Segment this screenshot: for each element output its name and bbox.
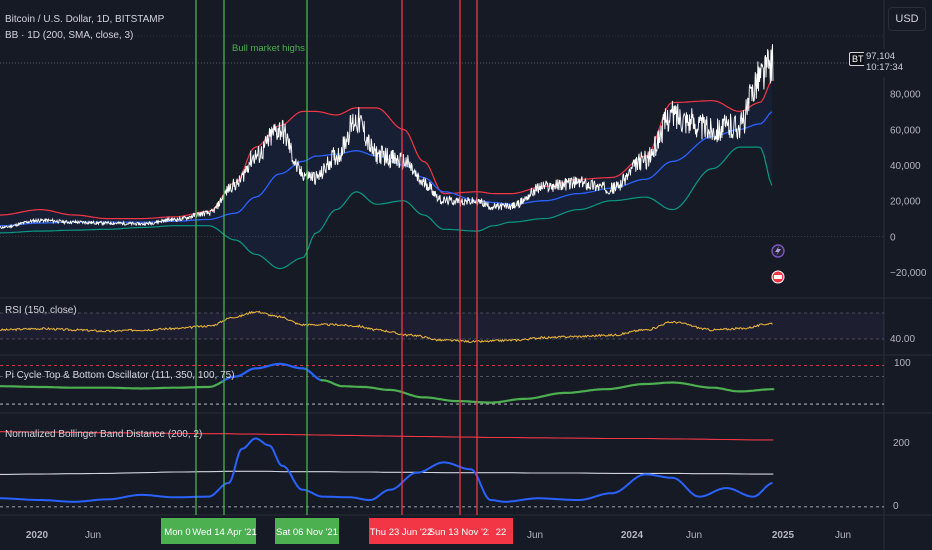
date-label-text-6: 22 — [496, 527, 507, 538]
currency-button[interactable]: USD — [888, 7, 926, 31]
time-axis-tick-3: Jun — [527, 530, 543, 541]
rsi-axis-tick: 40.00 — [890, 334, 915, 345]
date-label-text-3: Sat 06 Nov '21 — [276, 527, 338, 538]
date-label-box-2 — [193, 518, 256, 544]
pi-pane-title: Pi Cycle Top & Bottom Oscillator (111, 3… — [5, 370, 235, 381]
price-axis-tick-4: 20,000 — [890, 197, 921, 208]
chart-title: Bitcoin / U.S. Dollar, 1D, BITSTAMP — [5, 14, 165, 25]
last-price-tag: 97,104 10:17:34 — [864, 49, 903, 77]
time-axis-tick-5: Jun — [686, 530, 702, 541]
last-price: 97,104 — [866, 51, 896, 62]
price-axis-tick-5: 0 — [890, 232, 896, 243]
nbb-upper-threshold — [0, 431, 774, 441]
btc-price-line — [0, 44, 774, 229]
date-label-text-4: Thu 23 Jun '22 — [370, 527, 433, 538]
bar-countdown: 10:17:34 — [866, 62, 903, 73]
time-axis-tick-7: Jun — [835, 530, 851, 541]
pi-axis-tick: 100 — [894, 358, 911, 369]
date-label-box-3 — [275, 518, 339, 544]
date-label-box-5 — [432, 518, 490, 544]
date-label-text-5: Sun 13 Nov '22 — [429, 527, 494, 538]
nbb-axis-tick-0: 0 — [893, 501, 899, 512]
date-label-box-4 — [369, 518, 433, 544]
date-label-text-2: Wed 14 Apr '21 — [192, 527, 257, 538]
price-axis-tick-1: 80,000 — [890, 90, 921, 101]
nbb-axis-tick-200: 200 — [893, 438, 910, 449]
nbb-pane-title: Normalized Bollinger Band Distance (200,… — [5, 429, 202, 440]
time-axis-tick-6: 2025 — [772, 530, 795, 541]
price-axis-tick-3: 40,000 — [890, 161, 921, 172]
nbb-line — [0, 437, 773, 503]
price-axis-tick-6: −20,000 — [890, 268, 927, 279]
date-label-box-6 — [489, 518, 513, 544]
bb-indicator-title: BB · 1D (200, SMA, close, 3) — [5, 30, 133, 41]
pi-oscillator-segment-0 — [0, 379, 225, 390]
rsi-band — [0, 313, 884, 339]
time-axis-tick-4: 2024 — [621, 530, 644, 541]
bb-lower-line — [0, 146, 773, 270]
flag-stripe — [774, 275, 782, 279]
price-axis-tick-2: 60,000 — [890, 125, 921, 136]
pi-oscillator-segment-1 — [222, 362, 323, 383]
pi-oscillator-segment-2 — [320, 379, 775, 404]
rsi-pane-title: RSI (150, close) — [5, 305, 77, 316]
time-axis-tick-2: Jun — [85, 530, 101, 541]
time-axis-tick-1: 2020 — [26, 530, 49, 541]
bb-upper-line — [0, 79, 773, 220]
rsi-line — [0, 310, 773, 344]
bollinger-band-fill — [0, 79, 772, 269]
bolt-glyph — [775, 246, 781, 256]
date-label-text-1: Mon 0 — [164, 527, 190, 538]
date-label-box-1 — [161, 518, 194, 544]
bull-market-highs-annotation: Bull market highs — [232, 43, 305, 54]
nbb-mid-threshold — [0, 470, 774, 475]
